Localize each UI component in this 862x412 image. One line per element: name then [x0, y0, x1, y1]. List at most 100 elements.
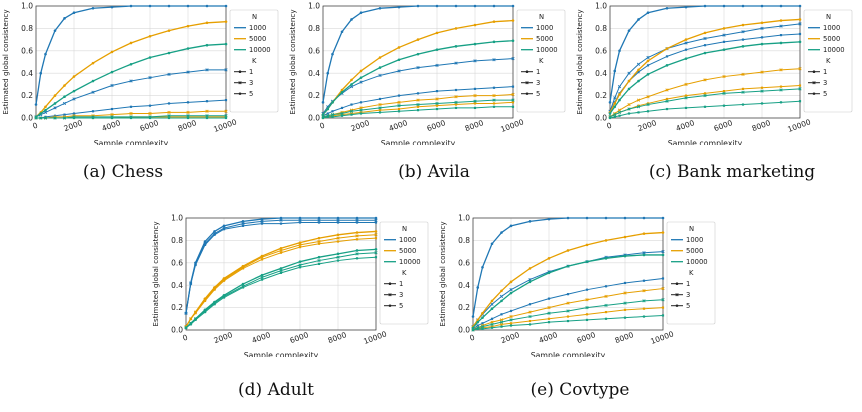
point-n10000-k3-4: [499, 320, 504, 324]
point-n10000-k1-13: [661, 253, 665, 257]
point-n10000-k5-2: [481, 327, 484, 330]
legend-marker-k1: [238, 70, 242, 73]
point-n10000-k5-4: [350, 113, 353, 116]
point-n5000-k1-9: [722, 27, 726, 30]
series-n10000-k5: [184, 256, 378, 329]
point-n10000-k1-6: [91, 79, 95, 83]
legend-marker-k5: [525, 92, 529, 95]
point-n10000-k3-9: [435, 101, 439, 106]
point-n10000-k1-4: [637, 79, 640, 83]
point-n10000-k1-9: [435, 48, 439, 51]
legend-label-k1: 1: [536, 68, 540, 76]
point-n1000-k1-13: [511, 4, 515, 8]
point-n10000-k1-1: [613, 105, 617, 109]
point-n1000-k5-0: [184, 312, 188, 315]
point-n10000-k5-9: [435, 107, 439, 111]
x-tick-label-0: 0: [181, 333, 189, 343]
point-n1000-k3-9: [148, 76, 152, 80]
point-n5000-k3-5: [646, 95, 650, 99]
point-n10000-k3-4: [349, 109, 354, 113]
point-n5000-k3-6: [528, 310, 532, 314]
point-n10000-k1-3: [490, 307, 494, 311]
y-tick-label-5: 1.0: [308, 2, 320, 11]
point-n10000-k1-8: [129, 62, 133, 66]
point-n5000-k5-3: [490, 325, 494, 328]
point-n10000-k3-13: [374, 251, 378, 255]
point-n10000-k1-12: [205, 43, 209, 47]
point-n1000-k5-1: [476, 324, 479, 327]
y-tick-label-3: 0.6: [308, 46, 320, 55]
caption-avila: (b) Avila: [398, 162, 470, 182]
point-n1000-k1-13: [798, 4, 802, 8]
point-n1000-k3-13: [374, 218, 378, 222]
legend-title-k: K: [402, 269, 407, 277]
point-n10000-k5-1: [476, 327, 479, 330]
point-n5000-k3-7: [260, 255, 264, 259]
point-n5000-k3-11: [760, 70, 764, 74]
legend-label-n1000: 1000: [536, 24, 553, 32]
x-tick-label-2: 4000: [538, 330, 559, 345]
point-n5000-k3-13: [798, 67, 802, 71]
panel-bank-marketing: 0.0 0.2 0.4 0.6 0.8 1.0 0 2000 4000 6000 8000 10000…: [574, 0, 861, 148]
point-n10000-k3-6: [665, 99, 669, 103]
point-n5000-k5-9: [722, 90, 726, 93]
legend-marker-k1: [525, 70, 529, 73]
point-n10000-k5-11: [473, 106, 477, 110]
point-n5000-k5-6: [378, 109, 382, 112]
point-n10000-k1-8: [416, 52, 420, 56]
series-n5000-k3: [608, 67, 802, 119]
legend-label-n1000: 1000: [686, 236, 703, 244]
point-n10000-k3-3: [490, 322, 494, 327]
point-n5000-k3-3: [627, 102, 631, 107]
point-n10000-k3-1: [613, 113, 617, 117]
line-n1000-k5: [322, 86, 514, 117]
point-n10000-k5-2: [331, 115, 334, 118]
point-n10000-k1-3: [53, 102, 57, 105]
point-n5000-k3-8: [279, 248, 283, 253]
point-n5000-k3-7: [684, 82, 688, 87]
point-n1000-k3-5: [509, 288, 513, 292]
point-n5000-k1-11: [473, 23, 477, 27]
series-n10000-k5: [34, 116, 228, 120]
legend-marker-k3: [675, 293, 679, 297]
point-n1000-k1-7: [684, 5, 688, 9]
y-tick-label-2: 0.4: [595, 69, 607, 78]
point-n10000-k3-8: [279, 269, 283, 273]
point-n5000-k5-2: [331, 114, 334, 117]
point-n5000-k3-10: [317, 239, 321, 244]
point-n5000-k3-8: [416, 98, 420, 102]
point-n5000-k1-10: [604, 239, 608, 242]
legend-box: [516, 9, 566, 113]
point-n10000-k5-5: [359, 112, 363, 115]
point-n10000-k5-13: [374, 256, 378, 259]
point-n10000-k1-0: [608, 112, 612, 115]
point-n10000-k5-4: [500, 325, 503, 328]
point-n1000-k5-8: [129, 105, 133, 108]
point-n10000-k1-9: [722, 48, 726, 51]
series-n10000-k5: [321, 105, 515, 120]
line-n1000-k5: [185, 221, 376, 314]
point-n1000-k3-3: [53, 106, 57, 110]
series-n10000-k1: [34, 42, 228, 119]
x-tick-label-5: 10000: [649, 329, 675, 346]
point-n10000-k3-2: [617, 110, 622, 115]
point-n5000-k5-2: [481, 326, 484, 329]
line-n5000-k3: [185, 234, 377, 327]
point-n10000-k1-6: [378, 66, 382, 69]
point-n5000-k5-4: [500, 323, 503, 326]
point-n10000-k1-3: [340, 90, 344, 94]
legend-box: [229, 9, 279, 113]
caption-adult: (d) Adult: [238, 380, 314, 400]
point-n1000-k3-7: [397, 69, 401, 73]
line-n5000-k5: [472, 307, 664, 331]
point-n10000-k1-12: [779, 41, 783, 45]
point-n5000-k1-4: [500, 289, 503, 293]
point-n1000-k3-7: [260, 219, 264, 223]
point-n5000-k1-13: [224, 20, 228, 23]
point-n5000-k3-8: [703, 78, 707, 82]
x-tick-label-1: 2000: [213, 330, 234, 345]
point-n1000-k5-10: [604, 285, 608, 288]
point-n1000-k1-5: [509, 224, 513, 228]
point-n1000-k1-6: [378, 6, 382, 10]
point-n5000-k1-5: [646, 59, 650, 63]
